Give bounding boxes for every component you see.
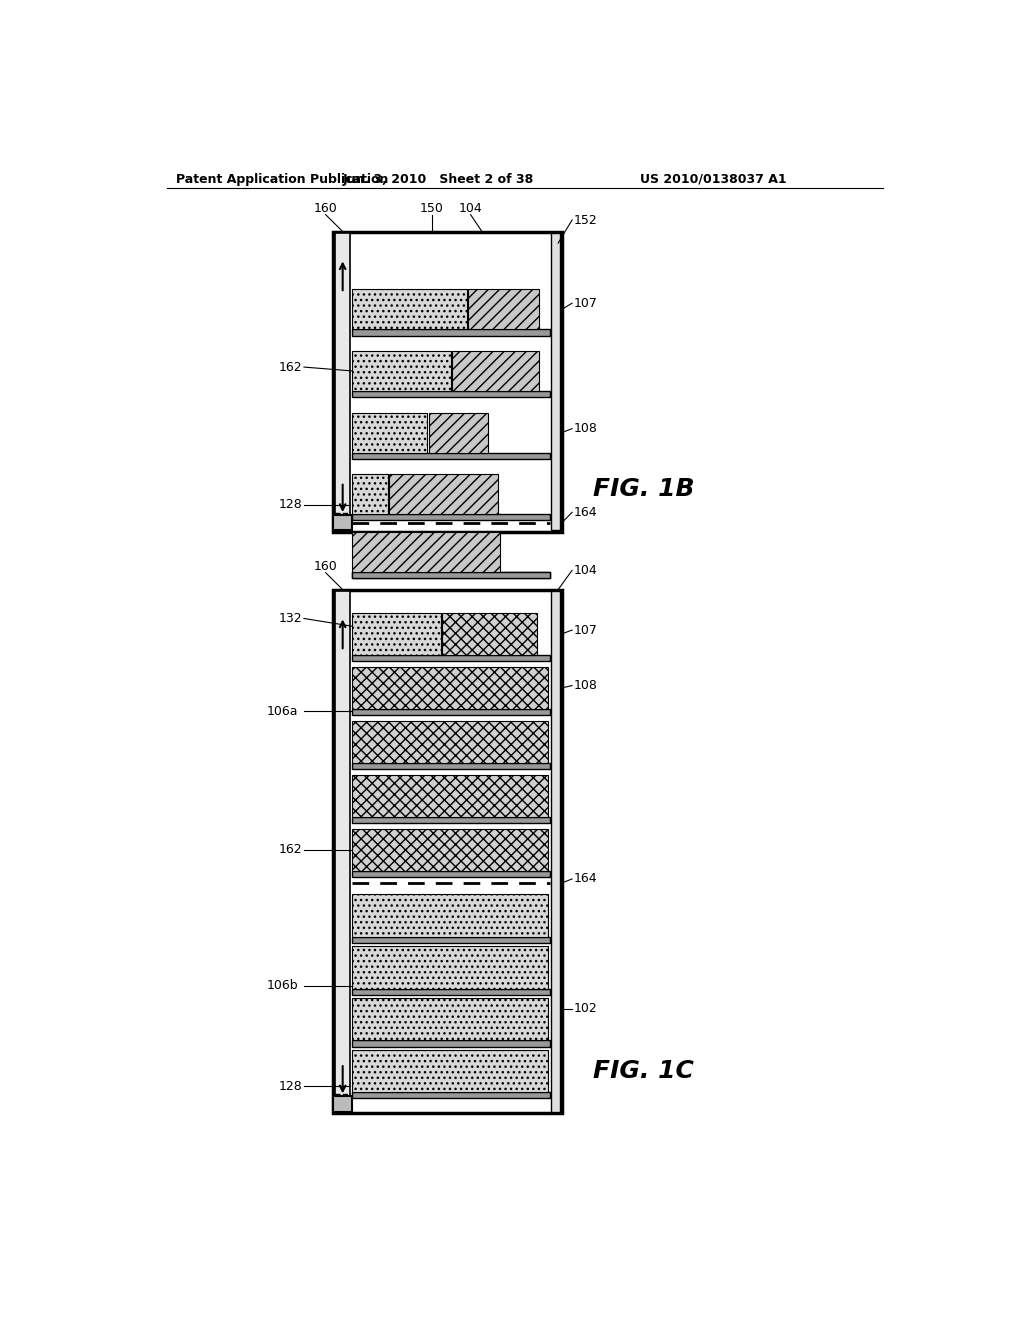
Bar	[334, 1096, 352, 1111]
Bar	[352, 989, 550, 995]
Bar	[352, 572, 550, 578]
Text: FIG. 1B: FIG. 1B	[593, 478, 694, 502]
Text: 106b: 106b	[267, 979, 299, 993]
Bar	[352, 775, 548, 817]
Text: 152: 152	[573, 214, 597, 227]
Text: 104: 104	[459, 202, 482, 215]
Bar	[352, 413, 427, 453]
Bar	[352, 515, 550, 520]
Bar	[352, 351, 451, 391]
Bar	[335, 591, 350, 1111]
Text: 108: 108	[573, 422, 597, 436]
Text: 162: 162	[279, 843, 302, 857]
Bar	[352, 817, 550, 824]
Bar	[352, 871, 550, 878]
Bar	[389, 474, 498, 515]
Bar	[352, 1049, 548, 1092]
Text: FIG. 1C: FIG. 1C	[593, 1059, 694, 1082]
Bar	[352, 572, 550, 578]
Text: 128: 128	[279, 1080, 302, 1093]
Bar	[334, 590, 562, 1113]
Text: US 2010/0138037 A1: US 2010/0138037 A1	[640, 173, 786, 186]
Text: 160: 160	[313, 202, 338, 215]
Text: 104: 104	[573, 564, 597, 577]
Bar	[352, 709, 550, 715]
Text: 160: 160	[313, 560, 338, 573]
Bar	[352, 998, 548, 1040]
Bar	[352, 937, 550, 942]
Text: 108: 108	[573, 678, 597, 692]
Bar	[352, 391, 550, 397]
Bar	[335, 234, 350, 531]
Text: 150: 150	[420, 202, 443, 215]
Bar	[453, 351, 540, 391]
Bar	[352, 655, 550, 661]
Text: 102: 102	[573, 1002, 597, 1015]
Bar	[352, 946, 548, 989]
Bar	[352, 330, 550, 335]
Bar	[352, 612, 441, 655]
Bar	[442, 612, 538, 655]
Text: 107: 107	[573, 623, 597, 636]
Bar	[352, 1040, 550, 1047]
Text: 128: 128	[279, 499, 302, 511]
Text: Jun. 3, 2010   Sheet 2 of 38: Jun. 3, 2010 Sheet 2 of 38	[342, 173, 534, 186]
Text: Patent Application Publication: Patent Application Publication	[176, 173, 388, 186]
Bar	[468, 289, 540, 330]
Bar	[551, 591, 560, 1111]
Text: 162: 162	[279, 360, 302, 374]
Text: 164: 164	[573, 506, 597, 519]
Bar	[352, 453, 550, 459]
Text: 107: 107	[573, 297, 597, 310]
Bar	[352, 829, 548, 871]
Text: 132: 132	[279, 612, 302, 624]
Bar	[551, 234, 560, 531]
Bar	[352, 667, 548, 709]
Bar	[352, 532, 500, 572]
Bar	[352, 895, 548, 937]
Text: 106a: 106a	[267, 705, 299, 718]
Bar	[352, 721, 548, 763]
Bar	[352, 1092, 550, 1098]
Bar	[352, 763, 550, 770]
Bar	[429, 413, 487, 453]
Bar	[352, 289, 467, 330]
Bar	[352, 474, 387, 515]
Text: 164: 164	[573, 873, 597, 886]
Bar	[334, 231, 562, 532]
Bar	[334, 515, 352, 531]
